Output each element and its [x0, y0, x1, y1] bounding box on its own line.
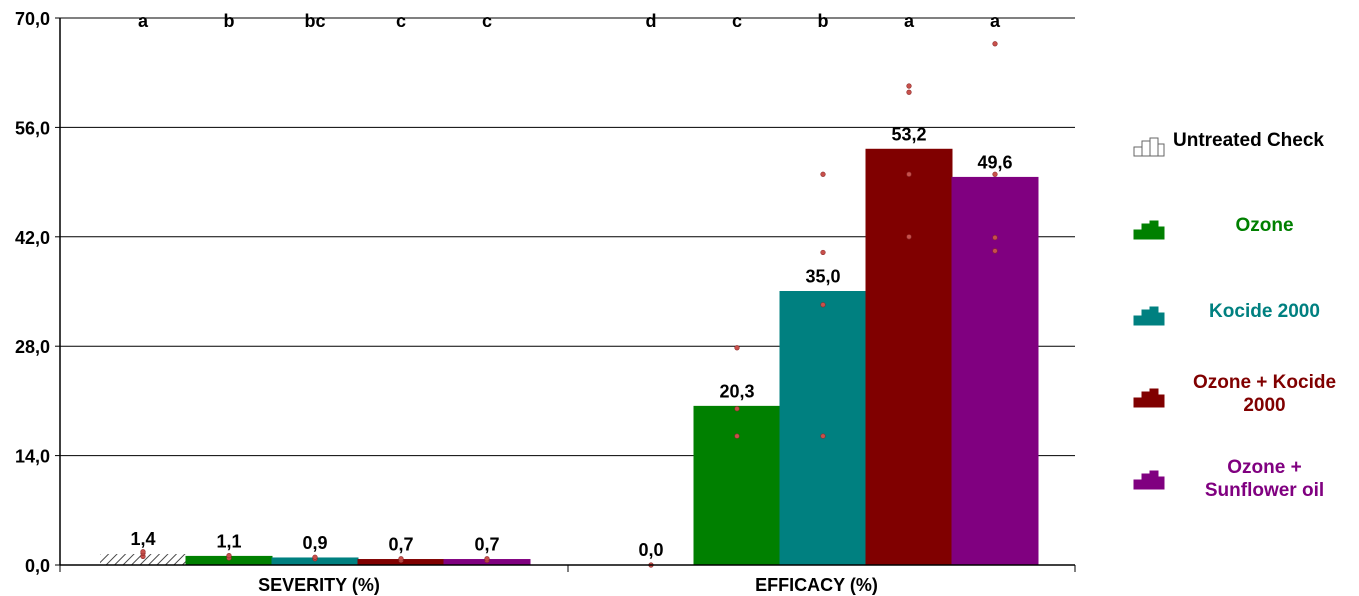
replicate-point	[906, 89, 912, 95]
data-label: 1,4	[130, 529, 155, 549]
significance-letter: b	[224, 11, 235, 31]
legend-label-line: Ozone +	[1227, 457, 1302, 478]
replicate-point	[312, 554, 318, 560]
legend-label-line: Ozone	[1235, 215, 1294, 236]
data-label: 35,0	[805, 267, 840, 287]
x-category-label: SEVERITY (%)	[258, 575, 380, 595]
legend-label: Ozone + Kocide 2000	[1170, 371, 1359, 417]
y-tick-label: 42,0	[15, 228, 50, 248]
replicate-point	[226, 553, 232, 559]
significance-letter: a	[138, 11, 149, 31]
data-label: 0,7	[388, 535, 413, 555]
legend-item: Untreated Check	[1128, 127, 1359, 177]
significance-letter: c	[396, 11, 406, 31]
data-label: 49,6	[977, 152, 1012, 172]
bar	[100, 554, 186, 565]
replicate-point	[992, 171, 998, 177]
legend-item: Kocide 2000	[1128, 292, 1359, 342]
significance-letter: a	[990, 11, 1001, 31]
legend-item: Ozone	[1128, 206, 1359, 256]
significance-letter: a	[904, 11, 915, 31]
legend-swatch-icon	[1133, 220, 1165, 240]
legend-label: Ozone + Sunflower oil	[1170, 456, 1359, 502]
replicate-point	[734, 406, 740, 412]
legend-swatch-icon	[1133, 388, 1165, 408]
replicate-point	[906, 83, 912, 89]
significance-letter: bc	[304, 11, 325, 31]
legend-swatch-icon	[1133, 470, 1165, 490]
replicate-point	[734, 345, 740, 351]
bar	[693, 405, 781, 566]
legend-label-line: Sunflower oil	[1204, 480, 1325, 501]
legend-label-line: Kocide 2000	[1209, 301, 1320, 322]
chart-canvas: 0,0 14,0 28,0 42,0 56,0 70,0 SEVERITY (%) EFFIC…	[15, 9, 1076, 595]
replicate-point	[398, 556, 404, 562]
bar	[865, 148, 953, 566]
y-tick-label: 70,0	[15, 9, 50, 29]
legend-label: Ozone	[1170, 214, 1359, 237]
legend-item: Ozone + Kocide 2000	[1128, 371, 1359, 421]
x-category-label: EFFICACY (%)	[755, 575, 878, 595]
replicate-point	[992, 234, 998, 241]
legend-label: Kocide 2000	[1170, 300, 1359, 323]
y-tick-label: 0,0	[25, 556, 50, 576]
y-tick-label: 28,0	[15, 337, 50, 357]
replicate-point	[820, 433, 826, 439]
y-tick-label: 56,0	[15, 118, 50, 138]
legend: Untreated Check Ozone Kocide 2000 Ozone + K…	[1128, 0, 1359, 596]
legend-label-line: Untreated Check	[1173, 130, 1324, 151]
replicate-point	[906, 234, 912, 240]
legend-swatch-icon	[1133, 306, 1165, 326]
replicate-point	[140, 549, 146, 555]
data-label: 0,7	[474, 535, 499, 555]
replicate-point	[820, 302, 826, 308]
replicate-point	[906, 171, 912, 177]
y-tick-label: 14,0	[15, 447, 50, 467]
legend-item: Ozone + Sunflower oil	[1128, 456, 1359, 506]
data-label: 53,2	[891, 124, 926, 144]
significance-letter: c	[732, 11, 742, 31]
replicate-point	[820, 171, 826, 177]
replicate-point	[484, 556, 490, 562]
significance-letter: b	[818, 11, 829, 31]
replicate-point	[992, 41, 998, 47]
replicate-point	[992, 248, 998, 254]
replicate-point	[734, 433, 740, 439]
legend-label-line: Ozone + Kocide	[1192, 372, 1337, 393]
data-label: 0,9	[302, 533, 327, 553]
legend-swatch-icon	[1133, 137, 1165, 157]
significance-letter: d	[646, 11, 657, 31]
data-label: 20,3	[719, 381, 754, 401]
bar	[779, 291, 867, 566]
legend-label-line: 2000	[1243, 395, 1286, 416]
data-label: 0,0	[638, 540, 663, 560]
legend-label: Untreated Check	[1173, 129, 1359, 152]
data-label: 1,1	[216, 531, 241, 551]
bar	[951, 176, 1039, 566]
replicate-point	[820, 249, 826, 256]
significance-letter: c	[482, 11, 492, 31]
